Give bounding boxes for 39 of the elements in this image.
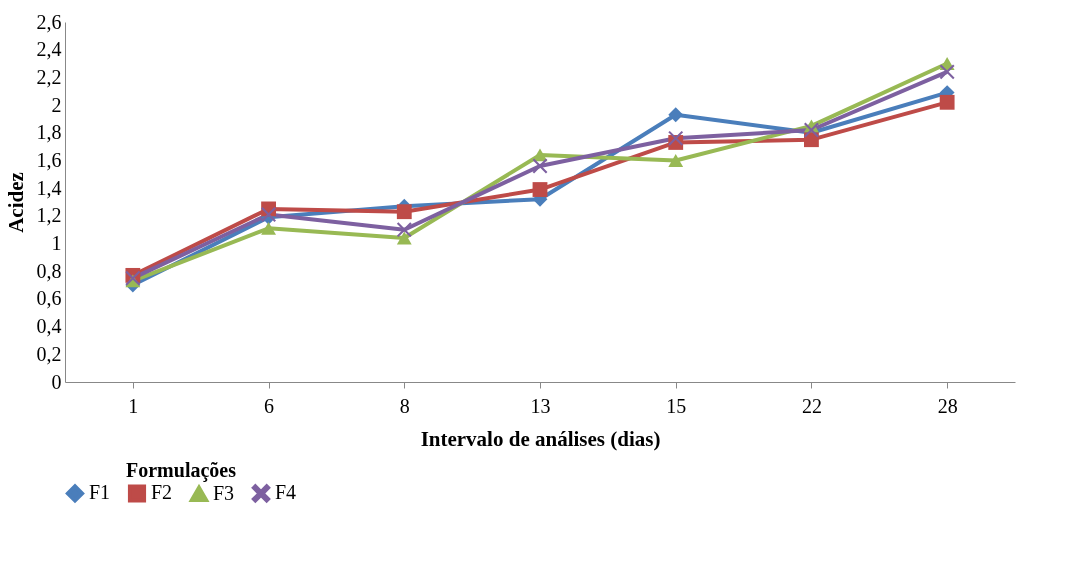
y-tick-label: 1,2: [36, 204, 62, 227]
legend-label: F2: [151, 481, 173, 504]
y-tick-label: 2,2: [36, 65, 62, 88]
legend-title: Formulações: [126, 459, 237, 482]
x-tick-label: 1: [128, 394, 139, 417]
y-tick-label: 1,4: [36, 176, 62, 199]
point: [532, 182, 548, 197]
y-tick-label: 0,6: [36, 287, 62, 310]
point: [939, 94, 955, 110]
point: [939, 64, 955, 80]
point: [396, 231, 412, 245]
x-tick-label: 8: [399, 394, 410, 417]
point: [668, 154, 684, 167]
y-tick-label: 1: [51, 232, 62, 255]
y-tick-label: 2: [51, 93, 62, 116]
point: [668, 130, 684, 146]
x-tick-label: 13: [530, 394, 551, 417]
y-tick-label: 2,6: [36, 10, 62, 33]
point: [532, 158, 548, 174]
y-tick-label: 2,4: [36, 38, 62, 61]
point: [396, 204, 412, 220]
point: [261, 221, 276, 235]
y-tick-label: 0,8: [36, 259, 62, 282]
x-tick-label: 28: [937, 394, 958, 417]
y-tick-label: 0,2: [36, 342, 62, 365]
x-tick-label: 15: [666, 394, 687, 417]
legend-label: F1: [89, 481, 111, 504]
y-tick-label: 1,8: [36, 121, 62, 144]
y-axis-title: Acidez: [3, 172, 28, 233]
legend-label: F4: [275, 481, 297, 504]
x-axis-title: Intervalo de análises (dias): [420, 426, 661, 451]
point: [396, 222, 412, 238]
y-tick-label: 0,4: [36, 315, 62, 338]
x-tick-label: 6: [264, 394, 275, 417]
legend-label: F3: [213, 481, 235, 504]
x-tick-label: 22: [801, 394, 822, 417]
y-tick-label: 1,6: [36, 148, 62, 171]
point: [668, 107, 684, 123]
y-tick-label: 0: [51, 370, 62, 393]
